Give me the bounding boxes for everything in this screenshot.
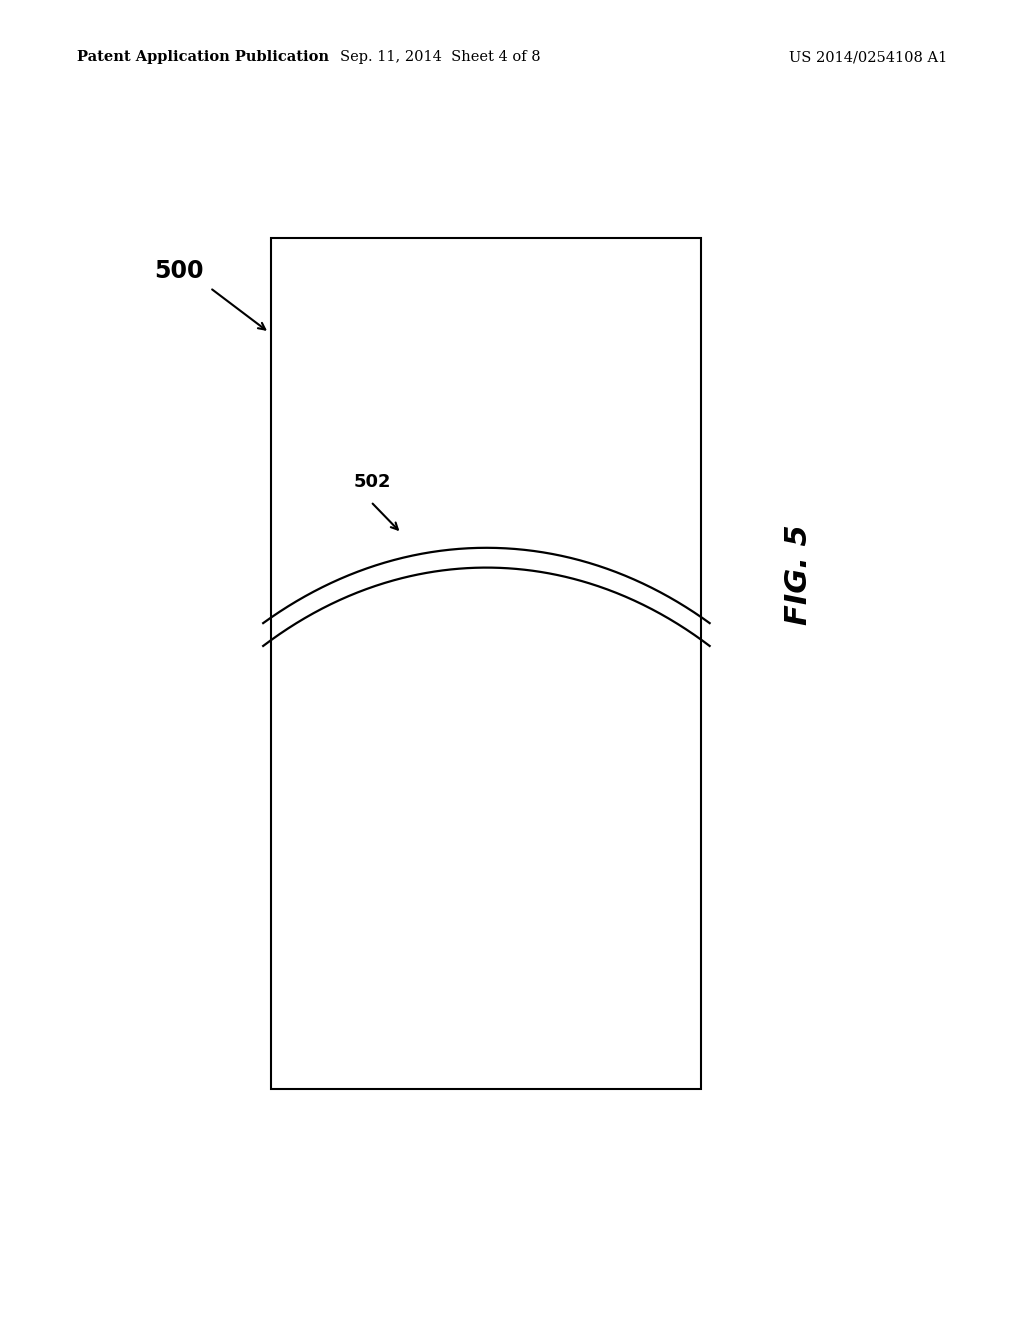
Text: US 2014/0254108 A1: US 2014/0254108 A1 xyxy=(788,50,947,65)
Bar xyxy=(271,238,701,1089)
Text: 500: 500 xyxy=(155,259,204,282)
Text: FIG. 5: FIG. 5 xyxy=(784,524,813,624)
Text: 502: 502 xyxy=(353,473,391,491)
Text: Patent Application Publication: Patent Application Publication xyxy=(77,50,329,65)
Text: Sep. 11, 2014  Sheet 4 of 8: Sep. 11, 2014 Sheet 4 of 8 xyxy=(340,50,541,65)
